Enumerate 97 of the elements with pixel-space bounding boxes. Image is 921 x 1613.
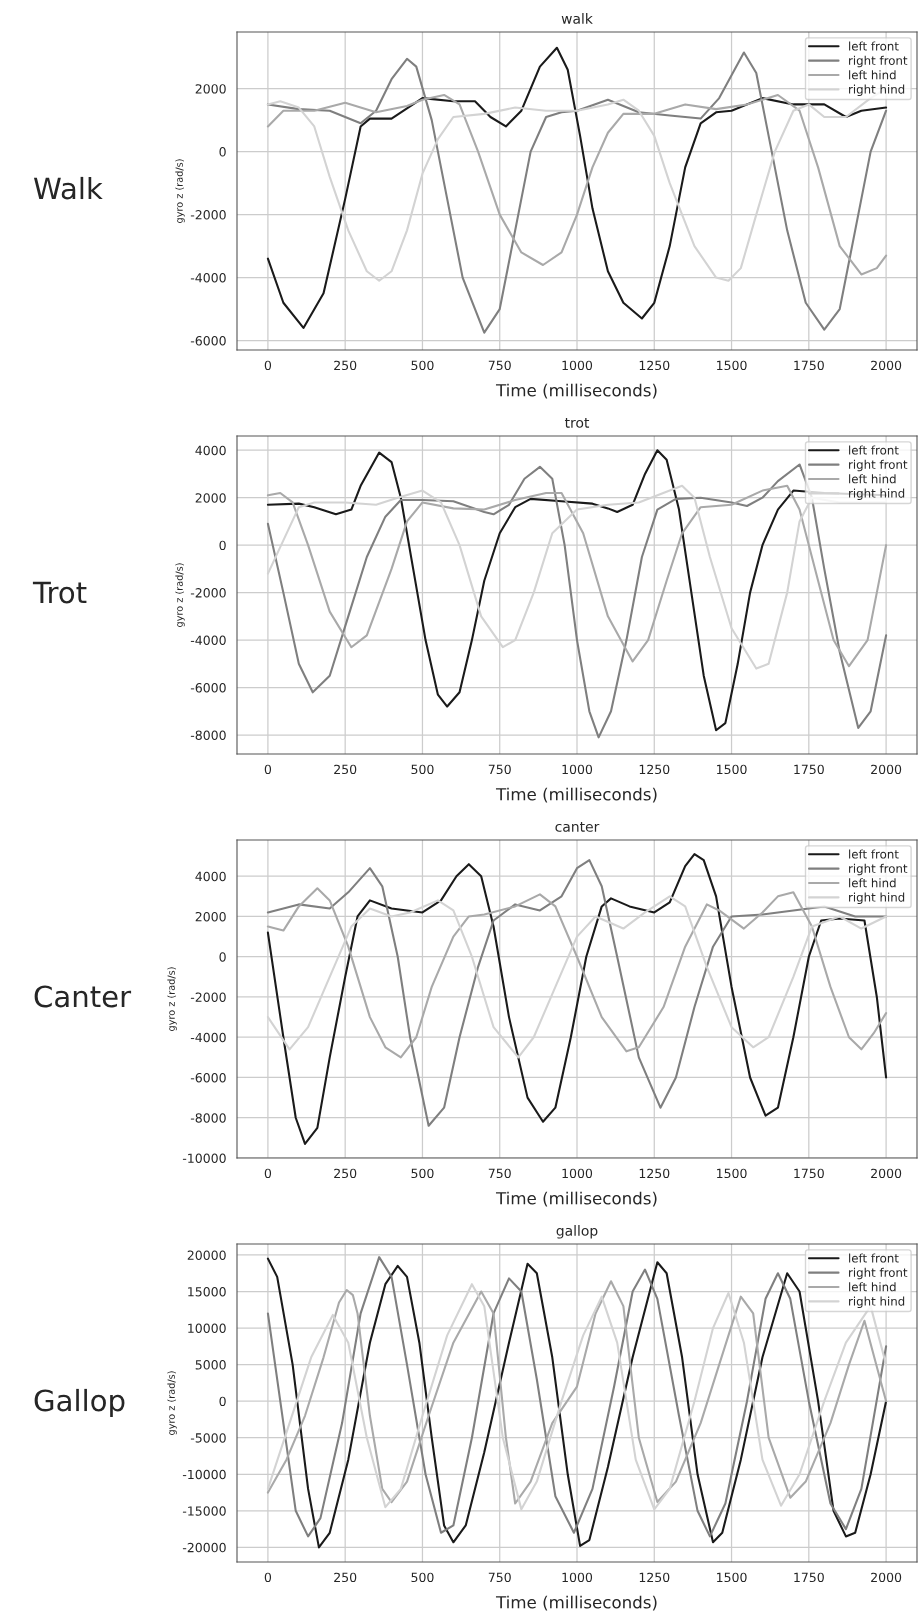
y-tick-label: -15000 xyxy=(182,1506,226,1516)
chart-title: walk xyxy=(561,13,593,24)
x-tick-label: 0 xyxy=(264,764,272,775)
chart-title: trot xyxy=(564,417,590,428)
y-tick-label: -4000 xyxy=(190,273,226,283)
y-axis-title: gyro z (rad/s) xyxy=(167,1371,177,1435)
legend-label: left hind xyxy=(849,70,896,80)
text: Gallop xyxy=(34,1388,125,1418)
y-tick-label: 0 xyxy=(219,540,226,551)
x-tick-label: 1250 xyxy=(639,1572,670,1583)
legend-label: left front xyxy=(849,1253,899,1263)
x-tick-label: 1000 xyxy=(562,764,593,775)
y-axis-title: gyro z (rad/s) xyxy=(175,563,185,627)
y-tick-label: -8000 xyxy=(190,730,226,740)
x-tick-label: 250 xyxy=(334,764,357,775)
x-tick-label: 1500 xyxy=(717,1572,747,1583)
y-tick-label: -10000 xyxy=(182,1153,226,1163)
y-tick-label: -6000 xyxy=(190,336,226,346)
x-tick-label: 1000 xyxy=(562,1572,593,1583)
x-tick-label: 750 xyxy=(488,764,511,775)
x-tick-label: 1750 xyxy=(794,360,824,371)
x-tick-label: 0 xyxy=(264,1168,272,1179)
text: Canter xyxy=(34,985,132,1008)
y-axis-title: gyro z (rad/s) xyxy=(167,967,177,1031)
y-tick-label: 20000 xyxy=(187,1250,226,1260)
x-tick-label: 1500 xyxy=(717,1168,747,1179)
legend-label: right hind xyxy=(849,84,905,96)
x-tick-label: 2000 xyxy=(871,1168,902,1179)
chart-title: gallop xyxy=(556,1225,598,1239)
chart-title: canter xyxy=(555,821,600,832)
x-axis-title: Time (milliseconds) xyxy=(495,383,657,399)
x-tick-label: 1500 xyxy=(717,764,747,775)
y-tick-label: -4000 xyxy=(190,635,226,646)
x-tick-label: 1000 xyxy=(562,360,593,371)
x-axis-title: Time (milliseconds) xyxy=(495,787,657,803)
x-axis-title: Time (milliseconds) xyxy=(495,1595,657,1611)
legend-label: right hind xyxy=(849,488,905,500)
x-tick-label: 1750 xyxy=(794,1572,824,1583)
y-tick-label: 15000 xyxy=(188,1286,226,1297)
y-tick-label: 2000 xyxy=(195,493,226,503)
legend-label: right hind xyxy=(849,892,905,904)
y-tick-label: 2000 xyxy=(195,84,226,94)
y-tick-label: 10000 xyxy=(188,1323,226,1333)
y-tick-label: -2000 xyxy=(190,992,226,1002)
y-tick-label: -10000 xyxy=(182,1469,226,1480)
x-tick-label: 500 xyxy=(411,1572,434,1583)
y-tick-label: 0 xyxy=(219,147,226,157)
x-tick-label: 1000 xyxy=(562,1168,593,1179)
legend-label: right front xyxy=(849,863,908,876)
y-tick-label: -5000 xyxy=(190,1433,226,1443)
x-tick-label: 0 xyxy=(264,1572,272,1583)
y-axis-title: gyro z (rad/s) xyxy=(175,159,185,223)
x-tick-label: 750 xyxy=(488,360,511,371)
x-tick-label: 1250 xyxy=(639,764,670,775)
y-tick-label: 4000 xyxy=(195,445,226,456)
legend-label: right front xyxy=(849,1267,908,1280)
legend-label: left front xyxy=(849,445,899,455)
y-tick-label: 4000 xyxy=(195,871,226,882)
x-tick-label: 2000 xyxy=(871,764,902,775)
legend-label: left hind xyxy=(849,474,896,484)
x-tick-label: 250 xyxy=(334,1572,357,1583)
y-tick-label: 0 xyxy=(219,952,226,962)
x-tick-label: 2000 xyxy=(871,1572,902,1583)
y-tick-label: -8000 xyxy=(190,1113,226,1123)
y-tick-label: 0 xyxy=(219,1396,226,1407)
y-tick-label: -6000 xyxy=(190,1072,226,1083)
x-tick-label: 1500 xyxy=(717,360,747,371)
legend-label: right front xyxy=(849,55,908,68)
y-tick-label: -6000 xyxy=(190,683,226,693)
legend-label: right hind xyxy=(849,1296,905,1308)
x-tick-label: 2000 xyxy=(871,360,902,371)
x-tick-label: 750 xyxy=(488,1168,511,1179)
x-axis-title: Time (milliseconds) xyxy=(495,1191,657,1207)
legend-label: left front xyxy=(849,41,899,51)
x-tick-label: 1750 xyxy=(794,1168,824,1179)
y-tick-label: -20000 xyxy=(182,1542,226,1553)
text: Walk xyxy=(33,176,103,200)
x-tick-label: 250 xyxy=(334,360,357,371)
x-tick-label: 500 xyxy=(411,1168,434,1179)
legend-label: left hind xyxy=(849,878,896,888)
x-tick-label: 500 xyxy=(411,360,434,371)
legend-label: right front xyxy=(849,459,908,472)
x-tick-label: 1750 xyxy=(794,764,824,775)
text: Trot xyxy=(32,581,87,604)
y-tick-label: -2000 xyxy=(190,210,226,220)
y-tick-label: 2000 xyxy=(195,911,226,922)
x-tick-label: 250 xyxy=(334,1168,357,1179)
x-tick-label: 750 xyxy=(488,1572,511,1583)
x-tick-label: 0 xyxy=(264,360,272,371)
y-tick-label: 5000 xyxy=(195,1360,226,1370)
legend-label: left front xyxy=(849,849,899,859)
legend-label: left hind xyxy=(849,1282,896,1292)
y-tick-label: -4000 xyxy=(190,1032,226,1043)
x-tick-label: 500 xyxy=(411,764,434,775)
x-tick-label: 1250 xyxy=(639,1168,670,1179)
x-tick-label: 1250 xyxy=(639,360,670,371)
y-tick-label: -2000 xyxy=(190,588,226,598)
